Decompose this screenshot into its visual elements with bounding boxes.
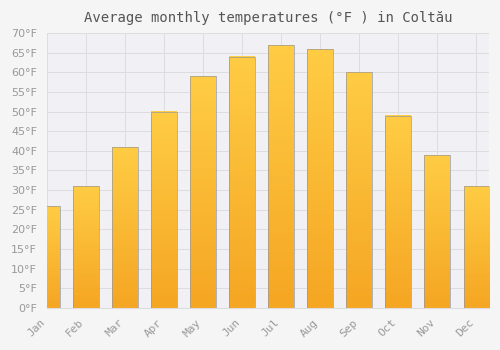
Bar xyxy=(308,49,333,308)
Bar xyxy=(386,116,411,308)
Bar xyxy=(151,112,176,308)
Bar xyxy=(268,45,293,308)
Bar xyxy=(112,147,138,308)
Bar xyxy=(464,186,489,308)
Bar xyxy=(190,76,216,308)
Bar xyxy=(424,155,450,308)
Bar xyxy=(73,186,98,308)
Title: Average monthly temperatures (°F ) in Coltău: Average monthly temperatures (°F ) in Co… xyxy=(84,11,452,25)
Bar xyxy=(230,57,254,308)
Bar xyxy=(346,72,372,308)
Bar xyxy=(34,206,60,308)
